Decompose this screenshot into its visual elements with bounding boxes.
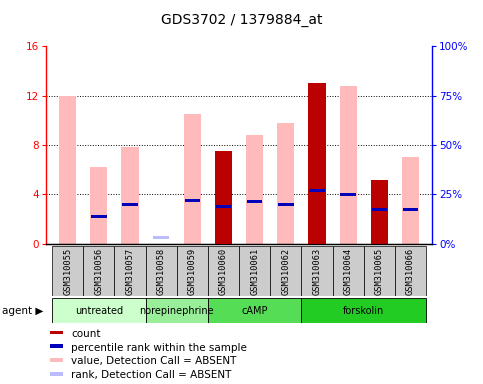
Bar bbox=[270, 246, 301, 296]
Text: GSM310062: GSM310062 bbox=[281, 247, 290, 295]
Bar bbox=[341, 193, 356, 196]
Bar bbox=[395, 246, 426, 296]
Bar bbox=[90, 167, 107, 244]
Bar bbox=[114, 246, 145, 296]
Text: GSM310057: GSM310057 bbox=[126, 247, 135, 295]
Text: cAMP: cAMP bbox=[242, 306, 268, 316]
Bar bbox=[154, 236, 169, 239]
Text: GDS3702 / 1379884_at: GDS3702 / 1379884_at bbox=[161, 13, 322, 27]
Bar bbox=[50, 344, 63, 348]
Text: count: count bbox=[71, 329, 100, 339]
Bar bbox=[215, 151, 232, 244]
Text: forskolin: forskolin bbox=[343, 306, 384, 316]
Text: untreated: untreated bbox=[75, 306, 123, 316]
Bar bbox=[52, 298, 145, 323]
Bar bbox=[239, 246, 270, 296]
Text: GSM310060: GSM310060 bbox=[219, 247, 228, 295]
Bar bbox=[246, 135, 263, 244]
Bar bbox=[309, 189, 325, 192]
Bar bbox=[403, 208, 418, 210]
Bar bbox=[50, 331, 63, 334]
Text: GSM310065: GSM310065 bbox=[375, 247, 384, 295]
Bar bbox=[50, 358, 63, 362]
Text: value, Detection Call = ABSENT: value, Detection Call = ABSENT bbox=[71, 356, 236, 366]
Bar bbox=[50, 372, 63, 376]
Bar bbox=[340, 86, 357, 244]
Bar bbox=[83, 246, 114, 296]
Text: percentile rank within the sample: percentile rank within the sample bbox=[71, 343, 247, 353]
Bar bbox=[216, 205, 231, 208]
Bar bbox=[371, 180, 388, 244]
Text: agent ▶: agent ▶ bbox=[2, 306, 44, 316]
Bar bbox=[278, 203, 294, 206]
Bar bbox=[301, 298, 426, 323]
Text: GSM310064: GSM310064 bbox=[343, 247, 353, 295]
Bar bbox=[121, 147, 139, 244]
Bar bbox=[122, 203, 138, 206]
Bar bbox=[371, 208, 387, 210]
Text: GSM310066: GSM310066 bbox=[406, 247, 415, 295]
Text: GSM310061: GSM310061 bbox=[250, 247, 259, 295]
Text: GSM310059: GSM310059 bbox=[188, 247, 197, 295]
Bar bbox=[185, 199, 200, 202]
Bar bbox=[277, 123, 295, 244]
Bar bbox=[309, 83, 326, 244]
Bar bbox=[402, 157, 419, 244]
Bar bbox=[208, 298, 301, 323]
Text: norepinephrine: norepinephrine bbox=[140, 306, 214, 316]
Bar bbox=[177, 246, 208, 296]
Bar bbox=[91, 215, 107, 218]
Bar bbox=[184, 114, 201, 244]
Bar bbox=[208, 246, 239, 296]
Bar bbox=[52, 246, 83, 296]
Text: GSM310056: GSM310056 bbox=[94, 247, 103, 295]
Bar bbox=[364, 246, 395, 296]
Bar bbox=[59, 96, 76, 244]
Bar bbox=[247, 200, 262, 203]
Text: GSM310055: GSM310055 bbox=[63, 247, 72, 295]
Text: GSM310058: GSM310058 bbox=[156, 247, 166, 295]
Bar bbox=[145, 246, 177, 296]
Bar bbox=[145, 298, 208, 323]
Text: GSM310063: GSM310063 bbox=[313, 247, 322, 295]
Bar bbox=[333, 246, 364, 296]
Text: rank, Detection Call = ABSENT: rank, Detection Call = ABSENT bbox=[71, 370, 231, 380]
Bar bbox=[301, 246, 333, 296]
